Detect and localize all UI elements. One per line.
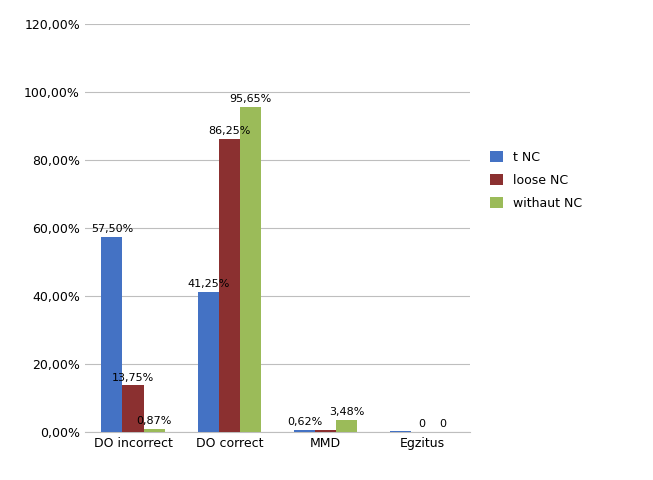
- Bar: [101, 237, 123, 432]
- Text: 3,48%: 3,48%: [329, 408, 364, 418]
- Bar: [240, 107, 261, 432]
- Text: 86,25%: 86,25%: [208, 126, 251, 136]
- Text: 0,62%: 0,62%: [287, 417, 322, 427]
- Text: 57,50%: 57,50%: [91, 224, 133, 234]
- Text: 0: 0: [439, 420, 447, 429]
- Bar: [336, 420, 357, 432]
- Bar: [123, 385, 144, 432]
- Bar: [390, 431, 411, 432]
- Text: 13,75%: 13,75%: [112, 372, 154, 383]
- Bar: [294, 430, 315, 432]
- Text: 0: 0: [419, 420, 426, 429]
- Text: 41,25%: 41,25%: [187, 279, 229, 289]
- Bar: [219, 139, 240, 432]
- Text: 95,65%: 95,65%: [229, 94, 272, 104]
- Bar: [144, 429, 165, 432]
- Bar: [315, 430, 336, 432]
- Text: 0,87%: 0,87%: [136, 416, 172, 426]
- Legend: t NC, loose NC, withaut NC: t NC, loose NC, withaut NC: [484, 144, 588, 216]
- Bar: [198, 292, 219, 432]
